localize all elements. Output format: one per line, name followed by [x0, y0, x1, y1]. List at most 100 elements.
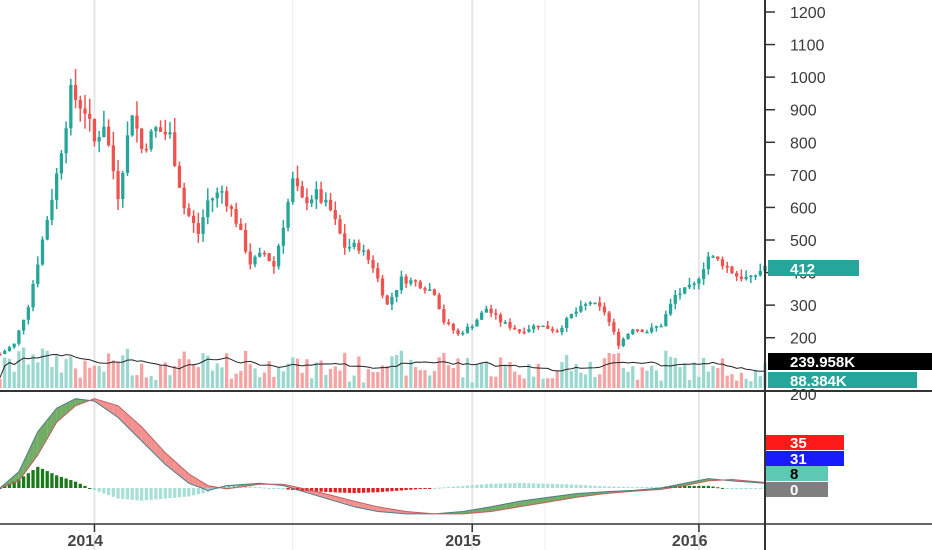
time-tick-label: 2014	[67, 533, 103, 550]
candle-body	[399, 276, 404, 291]
candle-body	[243, 229, 248, 252]
macd-histogram-bar	[659, 486, 663, 488]
volume-bar	[423, 370, 427, 388]
macd-fill-segment	[552, 496, 558, 502]
volume-bar	[678, 367, 682, 388]
volume-bar	[78, 377, 82, 388]
candle-body	[201, 217, 205, 234]
volume-bar	[385, 366, 389, 388]
volume-bar	[64, 359, 68, 388]
macd-fill-segment	[528, 499, 534, 506]
volume-badge: 88.384K	[768, 372, 917, 390]
volume-bar	[432, 370, 437, 388]
macd-fill-segment	[335, 496, 340, 503]
macd-histogram-bar	[494, 483, 498, 488]
volume-bar	[692, 362, 696, 388]
candle-body	[602, 306, 607, 313]
macd-histogram-bar	[140, 488, 144, 501]
volume-bar	[749, 381, 753, 388]
candle-body	[385, 295, 389, 305]
candle-body	[475, 319, 479, 327]
candle-body	[173, 132, 177, 166]
volume-bar	[371, 371, 375, 388]
macd-histogram-bar	[262, 487, 267, 489]
macd-histogram-bar	[366, 488, 370, 493]
volume-bar	[69, 356, 73, 388]
macd-histogram-bar	[376, 488, 380, 493]
candle-body	[215, 192, 219, 199]
macd-histogram-bar	[347, 488, 352, 493]
candle-body	[725, 265, 729, 268]
candle-body	[380, 278, 385, 296]
macd-fill-segment	[113, 404, 119, 418]
macd-histogram-bar	[555, 484, 559, 488]
candle-body	[291, 178, 295, 203]
macd-fill-segment	[495, 504, 501, 511]
volume-bar	[503, 366, 507, 388]
macd-fill-segment	[349, 499, 355, 507]
volume-bar	[7, 358, 12, 388]
macd-fill-segment	[358, 502, 364, 509]
candle-body	[588, 302, 592, 305]
macd-fill-segment	[486, 506, 492, 512]
volume-bar	[97, 365, 101, 388]
candle-body	[262, 252, 267, 255]
candlesticks	[0, 68, 767, 356]
candle-body	[659, 325, 663, 328]
macd-fill-segment	[510, 502, 515, 509]
volume-bar	[720, 358, 725, 388]
volume-bar	[602, 358, 607, 388]
macd-histogram-bar	[423, 488, 427, 489]
candle-body	[446, 322, 451, 324]
candle-body	[461, 332, 465, 335]
volume-bar	[248, 364, 252, 388]
candle-body	[668, 303, 673, 315]
macd-histogram-bar	[593, 485, 597, 488]
volume-bar	[182, 351, 186, 388]
volume-bar	[324, 374, 328, 388]
volume-bar	[555, 370, 559, 388]
macd-histogram-bar	[484, 484, 489, 488]
volume-bar	[739, 372, 744, 388]
volume-bar	[687, 380, 692, 388]
volume-bar	[258, 377, 262, 388]
macd-histogram-bar	[413, 488, 418, 490]
macd-histogram-bar	[489, 483, 493, 488]
macd-histogram-bar	[602, 486, 607, 488]
candle-body	[352, 242, 356, 247]
macd-histogram-bar	[470, 485, 474, 488]
volume-bar	[461, 377, 465, 388]
time-tick-label: 2016	[672, 533, 708, 550]
macd-fill-segment	[188, 473, 194, 486]
volume-bar	[645, 370, 649, 388]
volume-bar	[310, 378, 314, 388]
macd-fill-segment	[99, 400, 104, 408]
macd-histogram-bar	[517, 482, 522, 488]
macd-histogram-bar	[0, 488, 2, 489]
macd-histogram-bar	[569, 484, 574, 488]
macd-histogram-bar	[201, 488, 205, 494]
volume-bar	[569, 370, 574, 388]
macd-fill-segment	[576, 493, 581, 498]
grid-lines	[93, 0, 700, 550]
macd-histogram-bar	[229, 485, 234, 488]
macd-histogram-bar	[527, 483, 531, 488]
candle-body	[347, 246, 352, 249]
volume-bar	[546, 378, 550, 388]
volume-bar	[286, 363, 290, 388]
candle-body	[55, 173, 59, 200]
volume-bar	[347, 381, 352, 388]
volume-bar	[154, 379, 158, 388]
macd-histogram-bar	[88, 488, 92, 489]
macd-histogram-bar	[612, 486, 616, 488]
macd-histogram-bar	[26, 473, 30, 488]
candle-body	[522, 331, 526, 334]
volume-bar	[21, 347, 26, 388]
volume-bar	[607, 352, 611, 388]
volume-bar	[191, 364, 196, 388]
candle-body	[21, 319, 26, 331]
macd-histogram-bar	[319, 488, 323, 492]
candle-body	[130, 115, 134, 136]
candle-body	[626, 333, 630, 339]
